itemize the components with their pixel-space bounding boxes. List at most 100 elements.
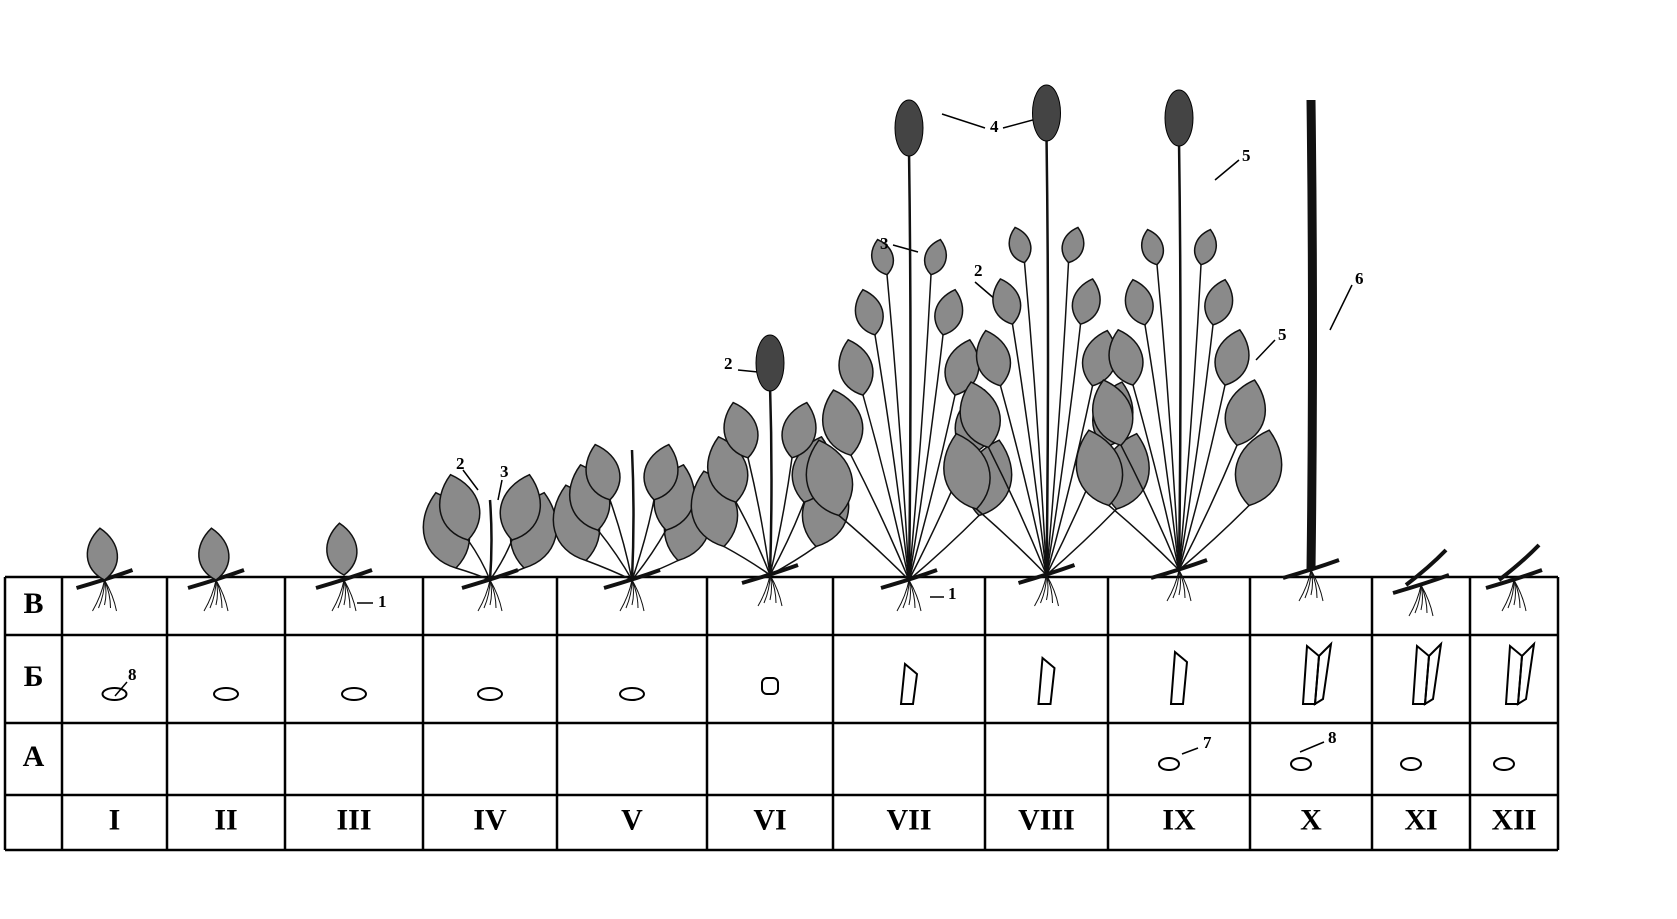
annotation: 1 [948, 584, 957, 603]
tuber [1290, 757, 1312, 771]
annotation: 4 [990, 117, 999, 136]
leaf [854, 288, 884, 336]
stem [489, 567, 525, 581]
column-label: VII [886, 803, 931, 836]
bud [761, 677, 779, 695]
leaf [1091, 379, 1134, 447]
leaf [1075, 429, 1124, 507]
leaf [1008, 226, 1032, 264]
leader-line [1329, 284, 1353, 331]
row-label: А [23, 740, 45, 773]
bud [1313, 641, 1333, 706]
stem [908, 274, 932, 581]
stem [1178, 384, 1226, 571]
stem [597, 529, 633, 581]
annotation: 5 [1278, 325, 1287, 344]
stem [1172, 569, 1180, 599]
stem [1178, 324, 1214, 571]
stem [886, 274, 910, 581]
stem [769, 457, 793, 576]
stem [92, 579, 105, 612]
stem [488, 499, 493, 581]
leaf [1193, 228, 1217, 266]
stem [1420, 584, 1434, 617]
column-label: V [621, 803, 643, 836]
stem [838, 514, 910, 581]
table-grid [3, 575, 1560, 852]
stem [1045, 134, 1050, 576]
stem [1497, 543, 1541, 582]
stem [315, 568, 373, 590]
stem [209, 579, 217, 609]
stem [908, 394, 956, 581]
stem [850, 454, 910, 581]
stem [1306, 99, 1317, 571]
leaf [198, 527, 230, 581]
bud [619, 687, 645, 701]
stem [1108, 504, 1180, 571]
stem [757, 574, 771, 607]
stem [763, 574, 771, 604]
stem [477, 579, 491, 612]
leaf [992, 278, 1022, 326]
stem [1404, 548, 1448, 587]
leaf [1081, 329, 1118, 387]
leader-line [892, 244, 919, 253]
stem [1045, 262, 1070, 576]
stem [631, 579, 645, 612]
column-label: II [214, 803, 237, 836]
leaf [438, 473, 481, 541]
stem [908, 579, 922, 612]
stem [1177, 139, 1182, 571]
stem [1408, 584, 1422, 617]
leaf [723, 401, 759, 459]
tuber [1158, 757, 1180, 771]
column-label: VI [753, 803, 786, 836]
row-label: В [23, 587, 43, 620]
bud [101, 687, 128, 701]
stem [585, 559, 633, 581]
inflorescence [894, 99, 924, 157]
stem [1178, 445, 1238, 571]
stem [337, 579, 345, 609]
stem [331, 579, 345, 612]
bud [213, 687, 239, 701]
leaf [499, 473, 542, 541]
stem [1392, 573, 1450, 595]
stem [609, 499, 633, 581]
plant-drawings [75, 84, 1543, 771]
stem [1310, 569, 1324, 602]
bud [899, 662, 919, 705]
leaf [975, 329, 1012, 387]
stem [896, 579, 910, 612]
tuber [1400, 757, 1422, 771]
stem [768, 384, 773, 576]
column-label: X [1300, 803, 1322, 836]
column-label: IX [1162, 803, 1196, 836]
stem [862, 394, 910, 581]
stem [976, 508, 1048, 576]
stem [769, 574, 783, 607]
stem [1023, 262, 1048, 576]
stem [1513, 579, 1527, 612]
stem [723, 545, 771, 576]
leader-line [941, 113, 986, 129]
leaf [1071, 278, 1101, 326]
leaf [1234, 429, 1283, 507]
bud [1037, 656, 1056, 705]
stem [1178, 504, 1250, 571]
column-label: VIII [1018, 803, 1075, 836]
bud [1516, 641, 1536, 706]
leaf [1204, 278, 1234, 326]
stem [747, 457, 771, 576]
leaf [838, 338, 874, 396]
stem [625, 579, 633, 609]
annotation: 2 [456, 454, 465, 473]
stem [987, 447, 1048, 576]
annotation: 8 [128, 665, 137, 684]
stem [1166, 569, 1180, 602]
leader-line [1255, 339, 1276, 361]
bud [1423, 641, 1443, 706]
stem [999, 385, 1048, 576]
leaf [643, 443, 679, 501]
